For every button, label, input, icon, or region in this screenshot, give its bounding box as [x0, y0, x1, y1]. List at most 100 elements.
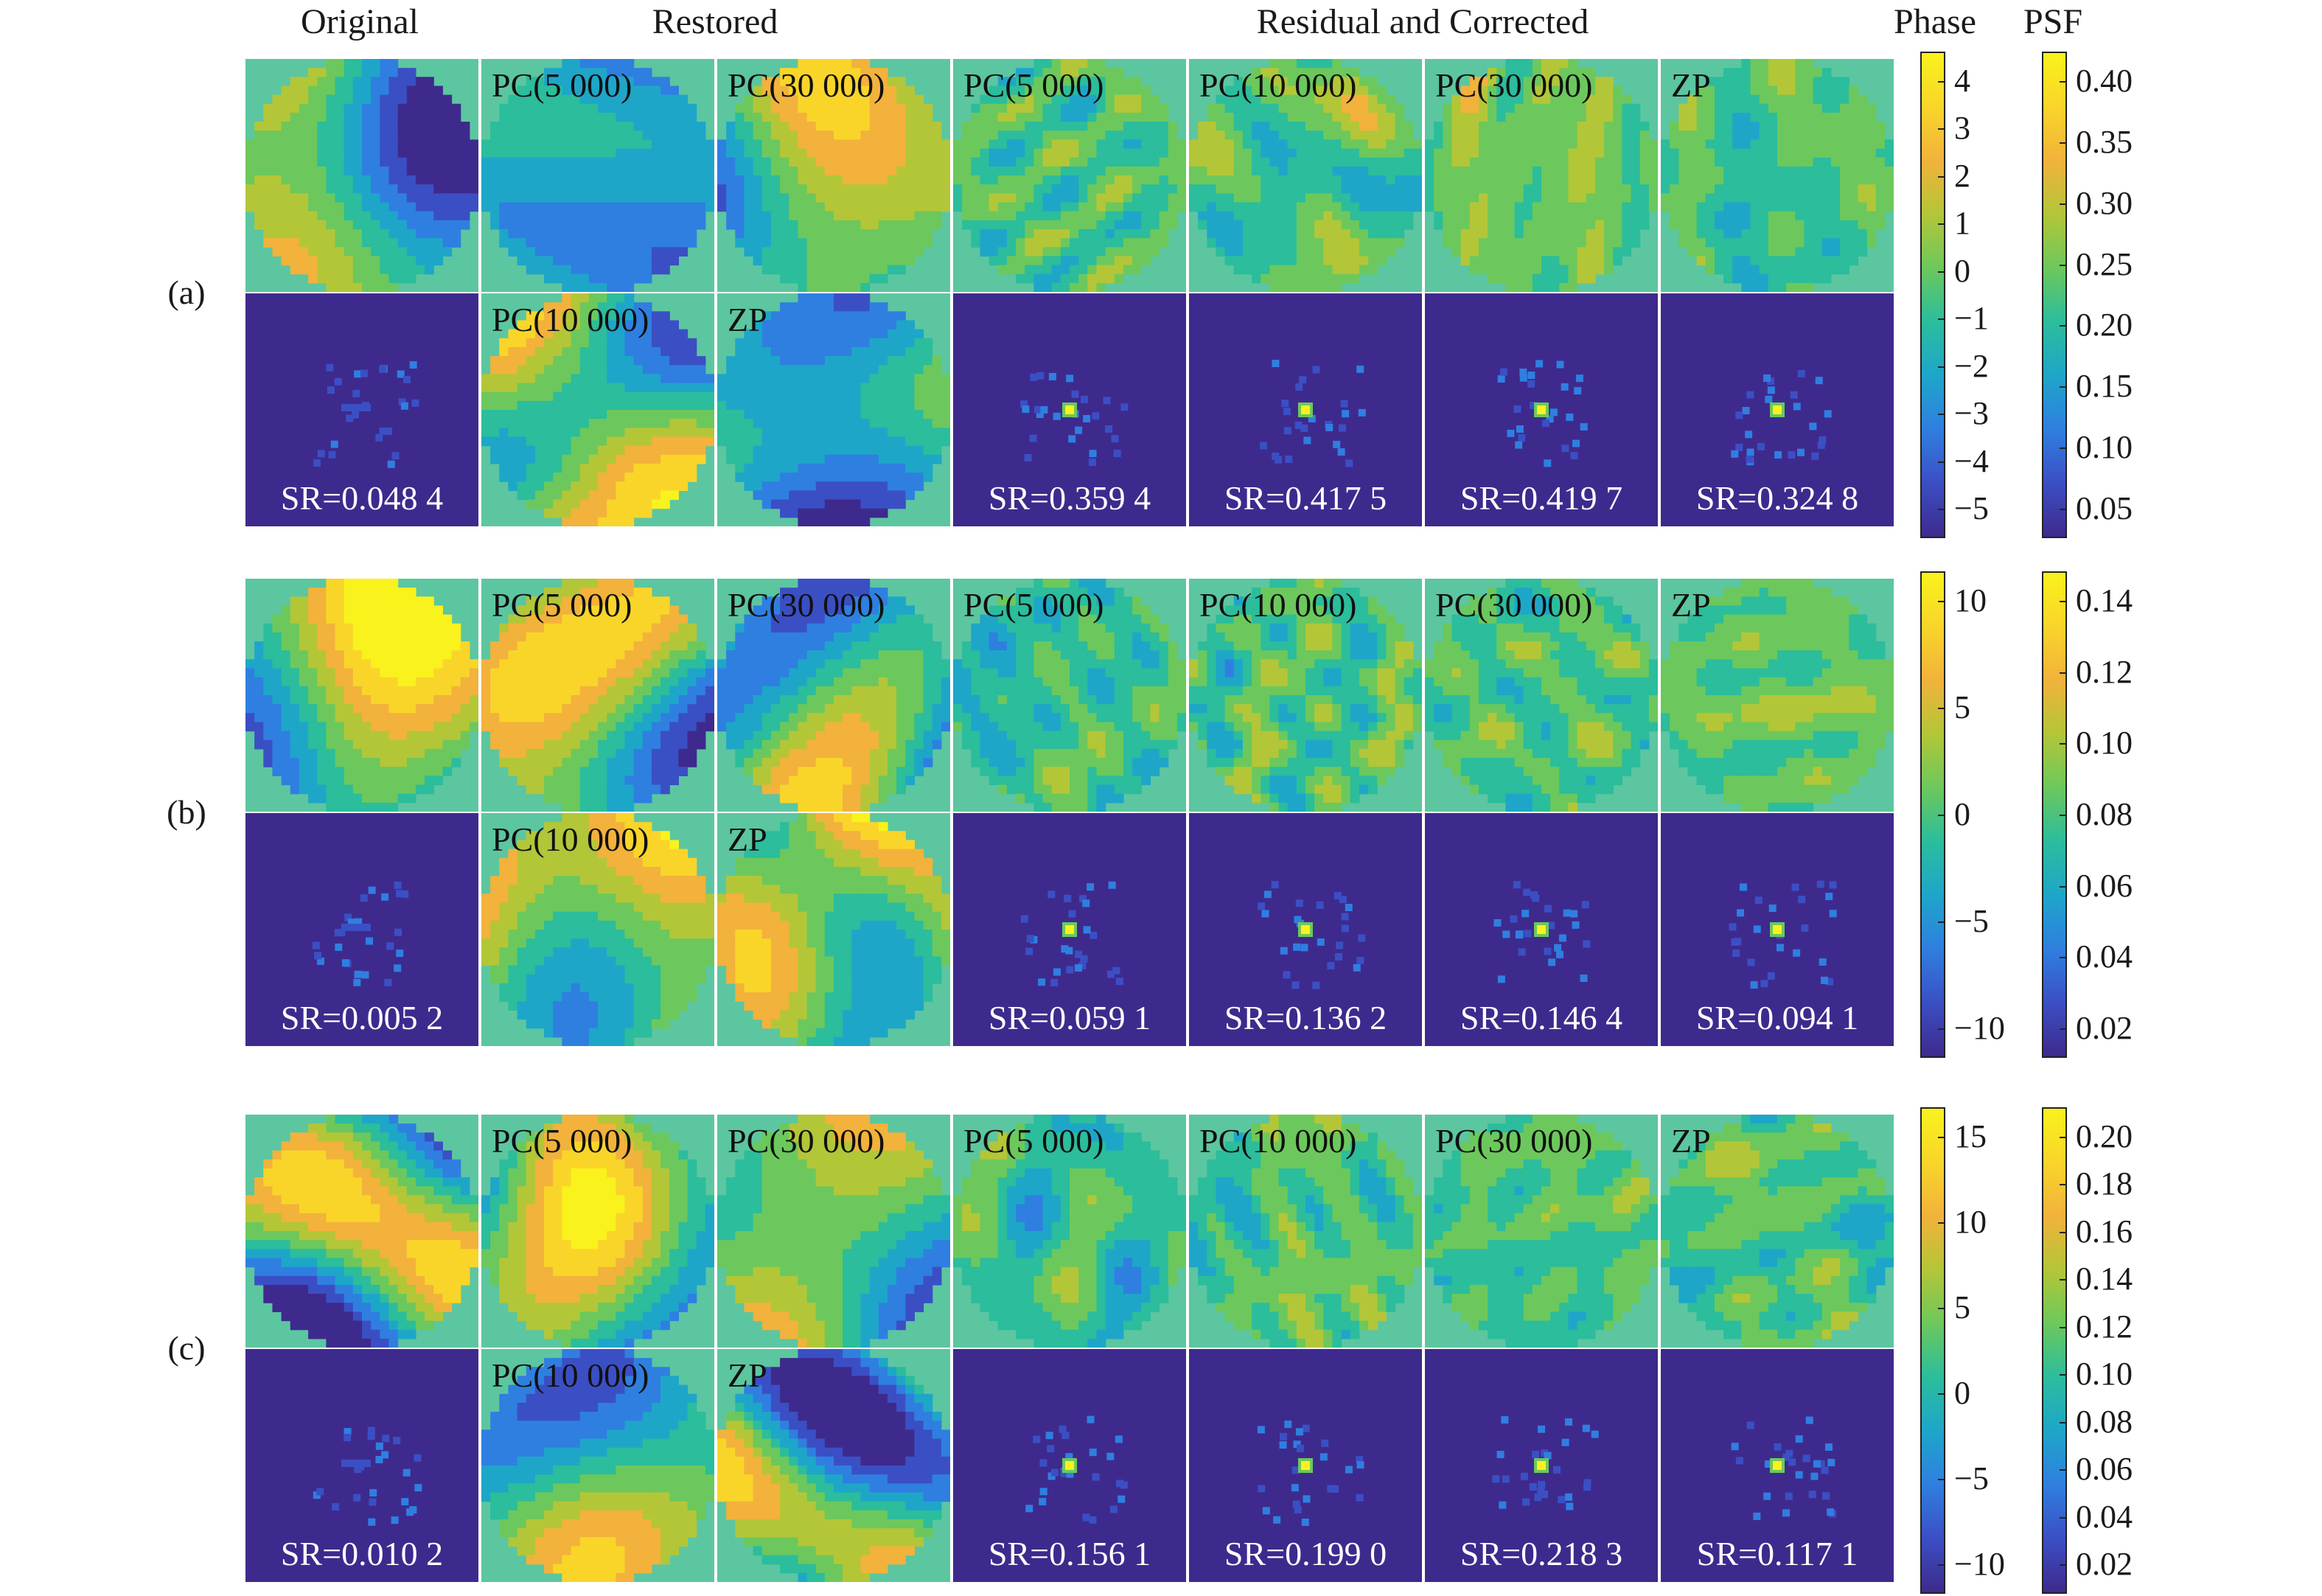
phase-colorbar-tick-mark — [1938, 223, 1945, 226]
phase-tile — [245, 579, 478, 812]
phase-colorbar-tick-mark — [1938, 601, 1945, 602]
phase-colorbar-tick-mark — [1938, 175, 1945, 178]
psf-colorbar-tick-mark — [2060, 672, 2067, 674]
tile-label: PC(10 000) — [492, 1356, 649, 1394]
tile-label: PC(10 000) — [492, 820, 649, 858]
phase-colorbar-tick-label: 10 — [1954, 1204, 1987, 1240]
psf-tile: SR=0.146 4 — [1425, 813, 1658, 1046]
phase-colorbar — [1920, 52, 1945, 538]
tile-label: PC(5 000) — [963, 66, 1104, 104]
strehl-ratio-label: SR=0.048 4 — [280, 479, 444, 517]
psf-tile: SR=0.117 1 — [1661, 1349, 1894, 1582]
strehl-ratio-label: SR=0.059 1 — [988, 999, 1151, 1036]
phase-colorbar-tick-mark — [1938, 1564, 1945, 1566]
tile-label: PC(10 000) — [1199, 1122, 1357, 1160]
phase-colorbar-tick-mark — [1938, 509, 1945, 510]
tile-label: ZP — [728, 301, 767, 338]
phase-colorbar-tick-mark — [1938, 414, 1945, 416]
residual-phase-tile: ZP — [1661, 59, 1894, 292]
phase-colorbar-tick-label: 0 — [1954, 252, 1970, 289]
phase-colorbar-tick-label: 5 — [1954, 1289, 1970, 1325]
tile-label: PC(5 000) — [963, 586, 1104, 624]
psf-tile: SR=0.094 1 — [1661, 813, 1894, 1046]
residual-phase-tile: ZP — [1661, 1115, 1894, 1348]
panel-label: (b) — [167, 793, 206, 831]
strehl-ratio-label: SR=0.010 2 — [280, 1535, 444, 1572]
phase-colorbar-tick-label: 15 — [1954, 1118, 1987, 1154]
phase-colorbar-tick-label: −2 — [1954, 347, 1989, 384]
residual-phase-tile: PC(10 000) — [1189, 579, 1422, 812]
psf-colorbar-tick-mark — [2060, 264, 2067, 266]
strehl-ratio-label: SR=0.419 7 — [1460, 479, 1623, 517]
psf-colorbar-tick-label: 0.20 — [2076, 307, 2133, 344]
header-original: Original — [301, 2, 419, 41]
phase-colorbar-tick-label: 0 — [1954, 1375, 1970, 1411]
phase-tile — [245, 59, 478, 292]
psf-colorbar-tick-label: 0.10 — [2076, 725, 2133, 762]
tile-label: PC(10 000) — [1199, 66, 1357, 104]
psf-colorbar-tick-label: 0.14 — [2076, 1261, 2133, 1297]
psf-colorbar-tick-label: 0.04 — [2076, 938, 2133, 975]
strehl-ratio-label: SR=0.156 1 — [988, 1535, 1151, 1572]
strehl-ratio-label: SR=0.146 4 — [1460, 999, 1623, 1036]
tile-label: PC(30 000) — [1435, 586, 1593, 624]
tile-label: PC(5 000) — [963, 1122, 1104, 1160]
phase-colorbar-tick-label: 0 — [1954, 796, 1970, 832]
residual-phase-tile: PC(10 000) — [1189, 1115, 1422, 1348]
psf-colorbar-tick-mark — [2060, 1137, 2067, 1138]
psf-colorbar-tick-label: 0.14 — [2076, 582, 2133, 618]
phase-colorbar-tick-label: −5 — [1954, 903, 1989, 939]
tile-label: ZP — [1671, 66, 1711, 104]
phase-colorbar-tick-mark — [1938, 815, 1945, 816]
psf-colorbar-tick-mark — [2060, 1516, 2067, 1519]
psf-tile: SR=0.059 1 — [953, 813, 1186, 1046]
psf-colorbar-tick-label: 0.18 — [2076, 1165, 2133, 1202]
psf-colorbar-tick-label: 0.16 — [2076, 1213, 2133, 1250]
tile-label: PC(5 000) — [492, 1122, 632, 1160]
strehl-ratio-label: SR=0.005 2 — [280, 999, 444, 1036]
psf-tile: SR=0.010 2 — [245, 1349, 478, 1582]
psf-colorbar-tick-label: 0.06 — [2076, 1451, 2133, 1488]
phase-tile: PC(30 000) — [717, 579, 950, 812]
tile-label: ZP — [728, 1356, 767, 1394]
psf-colorbar-tick-mark — [2060, 386, 2067, 388]
psf-colorbar-tick-label: 0.35 — [2076, 123, 2133, 160]
psf-colorbar-tick-label: 0.02 — [2076, 1010, 2133, 1046]
phase-tile: PC(5 000) — [481, 59, 714, 292]
residual-phase-tile: PC(10 000) — [1189, 59, 1422, 292]
phase-colorbar-tick-mark — [1938, 128, 1945, 130]
strehl-ratio-label: SR=0.417 5 — [1224, 479, 1387, 517]
psf-tile: SR=0.156 1 — [953, 1349, 1186, 1582]
phase-colorbar-tick-mark — [1938, 366, 1945, 368]
tile-label: PC(30 000) — [1435, 1122, 1593, 1160]
phase-colorbar-tick-label: 2 — [1954, 157, 1970, 194]
phase-colorbar-tick-mark — [1938, 318, 1945, 321]
psf-colorbar-tick-mark — [2060, 1231, 2067, 1233]
phase-tile: ZP — [717, 1349, 950, 1582]
psf-colorbar-tick-label: 0.12 — [2076, 653, 2133, 690]
psf-colorbar-tick-label: 0.02 — [2076, 1546, 2133, 1582]
phase-colorbar-tick-mark — [1938, 1393, 1945, 1395]
phase-tile: PC(5 000) — [481, 1115, 714, 1348]
header-phase: Phase — [1894, 2, 1976, 41]
psf-tile: SR=0.324 8 — [1661, 293, 1894, 526]
header-restored: Restored — [652, 2, 778, 41]
strehl-ratio-label: SR=0.094 1 — [1695, 999, 1859, 1036]
psf-colorbar-tick-label: 0.12 — [2076, 1308, 2133, 1345]
tile-label: PC(10 000) — [1199, 586, 1357, 624]
psf-colorbar-tick-mark — [2060, 885, 2067, 888]
phase-colorbar-tick-label: 3 — [1954, 110, 1970, 147]
tile-label: ZP — [728, 820, 767, 858]
phase-colorbar-tick-label: −10 — [1954, 1010, 2005, 1046]
tile-label: PC(10 000) — [492, 301, 649, 338]
psf-colorbar-tick-mark — [2060, 1564, 2067, 1566]
strehl-ratio-label: SR=0.324 8 — [1695, 479, 1859, 517]
phase-colorbar-tick-label: −3 — [1954, 395, 1989, 432]
tile-label: PC(30 000) — [728, 586, 885, 624]
phase-tile: ZP — [717, 813, 950, 1046]
psf-tile: SR=0.048 4 — [245, 293, 478, 526]
psf-colorbar-tick-mark — [2060, 1469, 2067, 1471]
psf-tile: SR=0.136 2 — [1189, 813, 1422, 1046]
psf-colorbar-tick-label: 0.25 — [2076, 245, 2133, 282]
phase-colorbar-tick-label: 1 — [1954, 205, 1970, 242]
